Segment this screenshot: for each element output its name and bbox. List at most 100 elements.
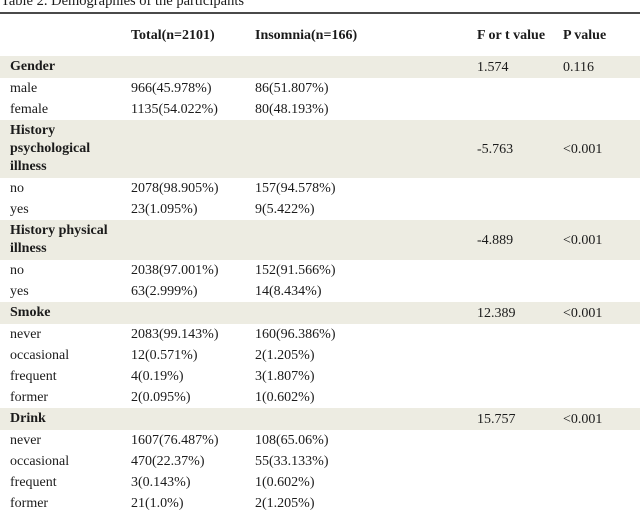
- table-row: History physical illness -4.889 <0.001: [0, 220, 640, 260]
- row-p-value: <0.001: [563, 411, 603, 427]
- row-total-value: 3(0.143%): [131, 475, 191, 490]
- row-label: male: [10, 81, 38, 96]
- table-row: frequent 3(0.143%) 1(0.602%): [0, 472, 640, 493]
- row-label: never: [10, 327, 42, 342]
- row-f-or-t-value: [465, 366, 547, 387]
- row-p-value: [547, 260, 640, 281]
- row-insomnia-value: 3(1.807%): [255, 369, 315, 384]
- header-total-column: Total(n=2101): [131, 27, 215, 43]
- row-label: former: [10, 496, 49, 511]
- row-f-or-t-value: 12.389: [477, 305, 516, 321]
- table-row: occasional 12(0.571%) 2(1.205%): [0, 345, 640, 366]
- row-p-value: [547, 366, 640, 387]
- row-label: former: [10, 390, 49, 405]
- row-p-value: [547, 99, 640, 120]
- demographics-table: Total(n=2101) Insomnia(n=166) F or t val…: [0, 12, 640, 513]
- row-total-value: 2038(97.001%): [131, 263, 219, 278]
- table-row: female 1135(54.022%) 80(48.193%): [0, 99, 640, 120]
- table-caption: Table 2. Demographies of the participant…: [1, 0, 244, 9]
- row-f-or-t-value: [465, 199, 547, 220]
- row-f-or-t-value: [465, 472, 547, 493]
- row-insomnia-value: 14(8.434%): [255, 284, 322, 299]
- table-caption-clip: Table 2. Demographies of the participant…: [0, 0, 640, 12]
- row-f-or-t-value: 1.574: [477, 59, 509, 75]
- row-insomnia-value: 1(0.602%): [255, 390, 315, 405]
- row-f-or-t-value: [465, 451, 547, 472]
- row-label: occasional: [10, 454, 70, 469]
- row-insomnia-value: 2(1.205%): [255, 348, 315, 363]
- row-p-value: [547, 472, 640, 493]
- row-f-or-t-value: [465, 345, 547, 366]
- row-total-value: 63(2.999%): [131, 284, 198, 299]
- row-p-value: [547, 324, 640, 345]
- row-insomnia-value: 1(0.602%): [255, 475, 315, 490]
- table-row: male 966(45.978%) 86(51.807%): [0, 78, 640, 99]
- row-f-or-t-value: [465, 387, 547, 408]
- table-row: no 2038(97.001%) 152(91.566%): [0, 260, 640, 281]
- row-f-or-t-value: 15.757: [477, 411, 516, 427]
- table-body: Gender 1.574 0.116 male 966(45.978%) 86(…: [0, 56, 640, 513]
- row-insomnia-value: 86(51.807%): [255, 81, 329, 96]
- row-p-value: [547, 281, 640, 302]
- row-f-or-t-value: [465, 324, 547, 345]
- row-p-value: [547, 199, 640, 220]
- row-label: occasional: [10, 348, 70, 363]
- table-row: frequent 4(0.19%) 3(1.807%): [0, 366, 640, 387]
- row-insomnia-value: 9(5.422%): [255, 202, 315, 217]
- row-p-value: <0.001: [563, 141, 603, 157]
- row-total-value: 2(0.095%): [131, 390, 191, 405]
- table-header-row: Total(n=2101) Insomnia(n=166) F or t val…: [0, 14, 640, 56]
- row-f-or-t-value: [465, 493, 547, 513]
- row-label: frequent: [10, 369, 57, 384]
- row-total-value: 470(22.37%): [131, 454, 205, 469]
- row-p-value: [547, 387, 640, 408]
- row-p-value: [547, 78, 640, 99]
- row-p-value: [547, 345, 640, 366]
- row-p-value: <0.001: [563, 232, 603, 248]
- table-row: yes 63(2.999%) 14(8.434%): [0, 281, 640, 302]
- table-row: yes 23(1.095%) 9(5.422%): [0, 199, 640, 220]
- table-row: never 2083(99.143%) 160(96.386%): [0, 324, 640, 345]
- row-label: Smoke: [10, 305, 51, 320]
- row-f-or-t-value: [465, 99, 547, 120]
- table-row: occasional 470(22.37%) 55(33.133%): [0, 451, 640, 472]
- row-label: History psychological illness: [10, 123, 91, 174]
- row-label: History physical illness: [10, 223, 108, 256]
- table-row: former 2(0.095%) 1(0.602%): [0, 387, 640, 408]
- row-p-value: 0.116: [563, 59, 594, 75]
- table-row: former 21(1.0%) 2(1.205%): [0, 493, 640, 513]
- row-f-or-t-value: -4.889: [477, 232, 514, 248]
- row-p-value: [547, 178, 640, 199]
- row-insomnia-value: 80(48.193%): [255, 102, 329, 117]
- row-total-value: 4(0.19%): [131, 369, 184, 384]
- row-label: frequent: [10, 475, 57, 490]
- row-label: Drink: [10, 411, 46, 426]
- header-p-value-column: P value: [563, 27, 607, 43]
- header-insomnia-column: Insomnia(n=166): [255, 27, 358, 43]
- table-row: Smoke 12.389 <0.001: [0, 302, 640, 324]
- row-total-value: 1135(54.022%): [131, 102, 218, 117]
- row-p-value: [547, 493, 640, 513]
- row-f-or-t-value: [465, 78, 547, 99]
- row-p-value: <0.001: [563, 305, 603, 321]
- row-insomnia-value: 108(65.06%): [255, 433, 329, 448]
- row-label: never: [10, 433, 42, 448]
- row-total-value: 966(45.978%): [131, 81, 212, 96]
- header-f-or-t-column: F or t value: [477, 27, 546, 43]
- row-total-value: 21(1.0%): [131, 496, 184, 511]
- row-p-value: [547, 451, 640, 472]
- table-row: History psychological illness -5.763 <0.…: [0, 120, 640, 178]
- row-total-value: 12(0.571%): [131, 348, 198, 363]
- table-row: Drink 15.757 <0.001: [0, 408, 640, 430]
- table-row: no 2078(98.905%) 157(94.578%): [0, 178, 640, 199]
- row-insomnia-value: 55(33.133%): [255, 454, 329, 469]
- row-p-value: [547, 430, 640, 451]
- row-insomnia-value: 152(91.566%): [255, 263, 336, 278]
- row-label: no: [10, 263, 24, 278]
- row-label: yes: [10, 202, 29, 217]
- row-label: yes: [10, 284, 29, 299]
- row-total-value: 2083(99.143%): [131, 327, 219, 342]
- row-total-value: 23(1.095%): [131, 202, 198, 217]
- row-total-value: 1607(76.487%): [131, 433, 219, 448]
